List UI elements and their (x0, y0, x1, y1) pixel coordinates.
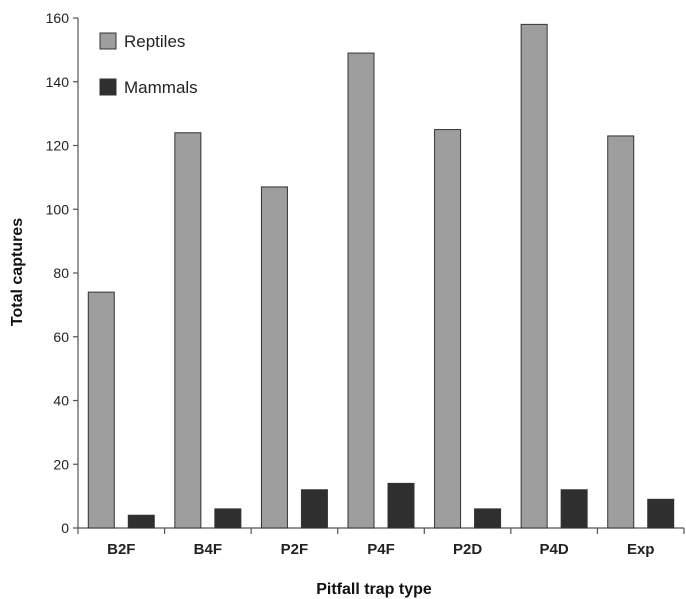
legend-label-mammals: Mammals (124, 78, 198, 97)
legend-swatch-reptiles (99, 32, 117, 50)
y-axis: 0 20 40 60 80 100 120 140 160 (46, 10, 79, 536)
x-tick-label: Exp (627, 541, 655, 558)
x-axis: B2F B4F P2F P4F P2D P4D Exp (77, 527, 685, 558)
bar-reptiles-p4f (347, 52, 375, 529)
y-tick-label: 80 (53, 265, 69, 281)
y-tick-label: 0 (61, 520, 69, 536)
bar-reptiles-b4f (174, 132, 202, 529)
bar-reptiles-p4d (520, 23, 548, 529)
y-tick-label: 40 (53, 393, 69, 409)
y-axis-title: Total captures (9, 218, 26, 326)
y-tick-label: 20 (53, 456, 69, 472)
y-tick-label: 60 (53, 329, 69, 345)
x-tick-label: P2F (281, 541, 309, 558)
x-tick-label: P4D (540, 541, 569, 558)
legend-label-reptiles: Reptiles (124, 32, 185, 51)
y-tick-label: 160 (46, 10, 70, 26)
legend: Reptiles Mammals (99, 32, 198, 97)
bar-mammals-p2d (474, 508, 502, 529)
bar-mammals-b2f (127, 514, 155, 529)
bar-mammals-p2f (300, 489, 328, 529)
bar-mammals-b4f (214, 508, 242, 529)
bars-group (87, 23, 675, 529)
bar-mammals-p4f (387, 482, 415, 529)
y-tick-label: 120 (46, 138, 70, 154)
bar-reptiles-b2f (87, 291, 115, 529)
bar-reptiles-p2f (260, 186, 288, 529)
x-tick-label: P4F (367, 541, 395, 558)
x-tick-label: P2D (453, 541, 482, 558)
x-tick-label: B2F (107, 541, 135, 558)
bar-mammals-exp (647, 498, 675, 529)
legend-swatch-mammals (99, 78, 117, 96)
bar-mammals-p4d (560, 489, 588, 529)
x-axis-title: Pitfall trap type (316, 581, 432, 598)
x-tick-label: B4F (194, 541, 222, 558)
y-tick-label: 140 (46, 74, 70, 90)
bar-reptiles-p2d (434, 129, 462, 529)
y-tick-label: 100 (46, 201, 70, 217)
bar-reptiles-exp (607, 135, 635, 529)
